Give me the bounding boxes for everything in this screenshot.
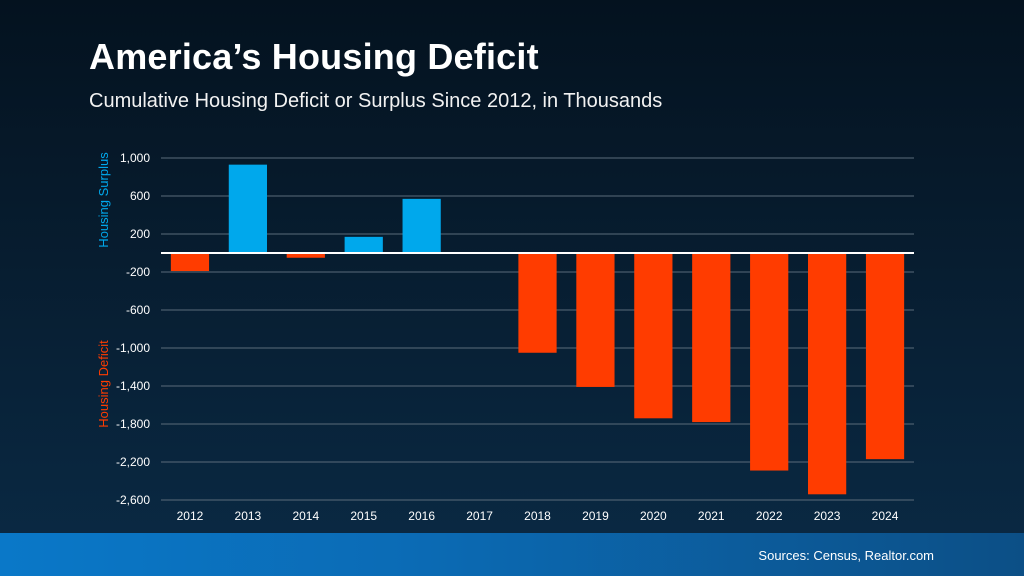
x-tick-label: 2017 [466, 509, 493, 523]
y-tick-label: -2,200 [116, 455, 150, 469]
sources-text: Sources: Census, Realtor.com [758, 548, 934, 563]
y-tick-label: -1,800 [116, 417, 150, 431]
bar-2020 [634, 253, 673, 419]
x-tick-label: 2023 [814, 509, 841, 523]
bar-2022 [750, 253, 789, 471]
bar-2012 [170, 253, 210, 272]
bar-2024 [865, 253, 905, 460]
x-tick-label: 2013 [235, 509, 262, 523]
y-tick-label: -2,600 [116, 493, 150, 507]
x-tick-label: 2015 [350, 509, 377, 523]
bar-2013 [228, 164, 267, 253]
x-tick-label: 2021 [698, 509, 725, 523]
y-tick-label: -1,000 [116, 341, 150, 355]
x-tick-label: 2016 [408, 509, 435, 523]
y-tick-label: -1,400 [116, 379, 150, 393]
chart-title: America’s Housing Deficit [89, 36, 539, 77]
surplus-axis-label: Housing Surplus [96, 152, 111, 248]
y-tick-label: -600 [126, 303, 150, 317]
bar-2015 [344, 236, 383, 253]
bar-2018 [518, 253, 557, 353]
x-tick-label: 2014 [292, 509, 319, 523]
y-tick-label: 600 [130, 189, 150, 203]
x-tick-label: 2018 [524, 509, 551, 523]
x-tick-label: 2022 [756, 509, 783, 523]
bar-2014 [286, 253, 325, 258]
bar-2021 [692, 253, 731, 423]
deficit-axis-label: Housing Deficit [96, 340, 111, 428]
bar-2019 [576, 253, 615, 387]
x-tick-label: 2012 [177, 509, 204, 523]
y-tick-label: 1,000 [120, 151, 150, 165]
footer-bar: Sources: Census, Realtor.com [0, 533, 1024, 576]
bar-2023 [808, 253, 847, 495]
y-tick-label: -200 [126, 265, 150, 279]
x-tick-label: 2024 [872, 509, 899, 523]
bar-2016 [402, 198, 441, 253]
y-tick-label: 200 [130, 227, 150, 241]
x-tick-label: 2020 [640, 509, 667, 523]
x-tick-label: 2019 [582, 509, 609, 523]
chart-subtitle: Cumulative Housing Deficit or Surplus Si… [89, 90, 663, 112]
